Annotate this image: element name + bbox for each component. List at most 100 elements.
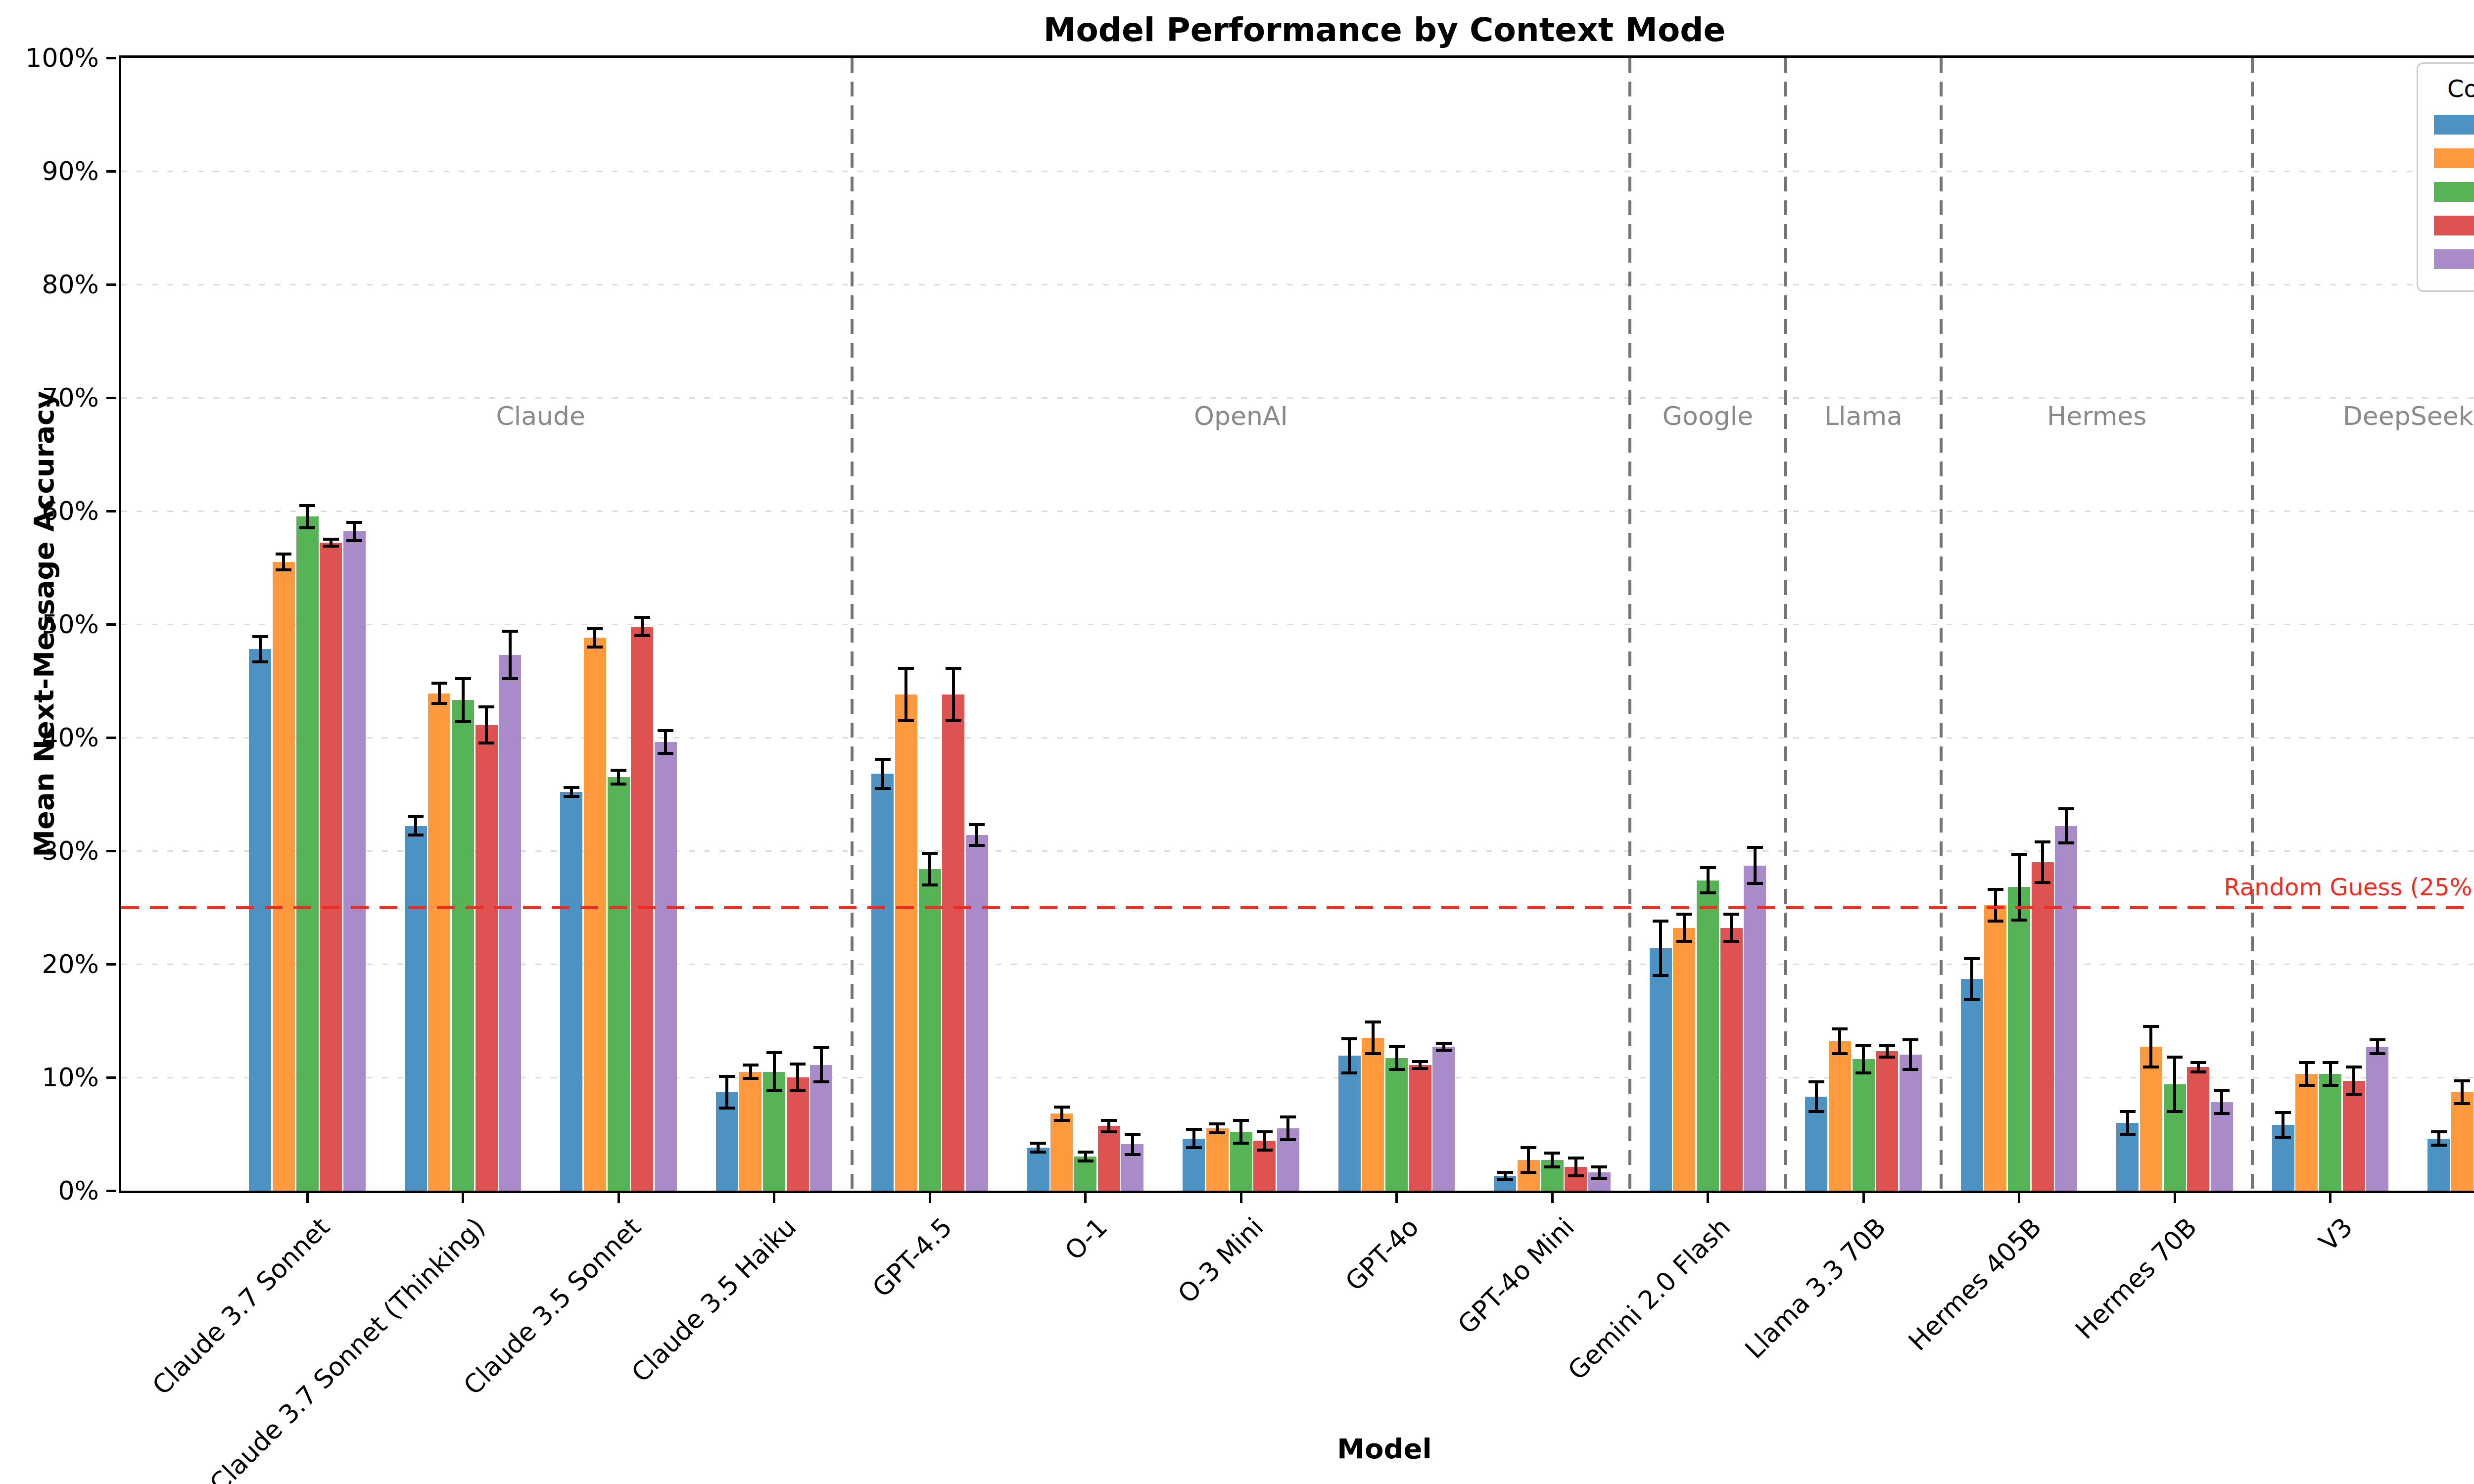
x-axis-tick [2018, 1193, 2020, 1203]
chart-title: Model Performance by Context Mode [119, 11, 2474, 49]
vendor-label: OpenAI [1194, 401, 1288, 431]
error-bar [1707, 868, 1710, 892]
error-bar [414, 817, 417, 835]
x-axis-tick [1395, 1193, 1398, 1203]
gridline [121, 737, 2474, 739]
error-bar [259, 637, 262, 661]
error-bar-cap [299, 526, 315, 529]
bar [1409, 1065, 1431, 1191]
error-bar-cap [1186, 1146, 1202, 1149]
vendor-separator [1940, 58, 1943, 1191]
error-bar-cap [2323, 1084, 2338, 1087]
error-bar [641, 617, 644, 636]
legend-items: No Context50 Raw50 Summary100 Raw100 Sum… [2418, 113, 2474, 271]
error-bar [928, 853, 931, 885]
error-bar-cap [276, 568, 291, 571]
error-bar-cap [1209, 1131, 1225, 1134]
bar [739, 1072, 761, 1191]
error-bar-cap [813, 1080, 829, 1083]
error-bar-cap [1101, 1130, 1117, 1133]
error-bar-cap [658, 752, 673, 755]
bar [919, 869, 941, 1191]
bar [2451, 1092, 2474, 1191]
error-bar-cap [790, 1089, 806, 1092]
x-axis-tick [2329, 1193, 2331, 1203]
bar [249, 649, 271, 1191]
error-bar [2305, 1063, 2308, 1085]
x-axis-tick [929, 1193, 931, 1203]
error-bar-cap [813, 1046, 829, 1049]
bar [966, 835, 988, 1191]
error-bar-cap [252, 635, 268, 638]
error-bar [1060, 1107, 1063, 1120]
error-bar-cap [2454, 1102, 2470, 1105]
x-axis-tick-label: R1 [2469, 1212, 2474, 1257]
error-bar-cap [478, 705, 494, 708]
error-bar [2461, 1081, 2464, 1104]
bar [1697, 881, 1719, 1191]
error-bar [2352, 1067, 2355, 1094]
legend-item: 50 Summary [2434, 181, 2474, 203]
vendor-separator [2251, 58, 2254, 1191]
error-bar [1239, 1120, 1242, 1143]
bar [320, 543, 342, 1191]
vendor-separator [1628, 58, 1631, 1191]
error-bar [617, 770, 620, 784]
error-bar [1286, 1117, 1289, 1140]
error-bar-cap [1436, 1049, 1452, 1052]
gridline [121, 850, 2474, 852]
error-bar-cap [946, 719, 961, 722]
error-bar [593, 629, 596, 647]
legend-item: 100 Summary [2434, 248, 2474, 271]
error-bar-cap [1280, 1115, 1296, 1118]
bar [810, 1065, 832, 1191]
error-bar [1994, 889, 1997, 921]
error-bar-cap [1436, 1042, 1452, 1045]
error-bar [2149, 1026, 2152, 1067]
error-bar-cap [2167, 1110, 2183, 1113]
bar [1829, 1041, 1851, 1191]
error-bar [1372, 1022, 1375, 1054]
error-bar-cap [1412, 1067, 1428, 1070]
error-bar-cap [1591, 1177, 1607, 1180]
bar [1744, 866, 1766, 1191]
error-bar-cap [2190, 1061, 2206, 1064]
bar [608, 777, 630, 1191]
error-bar [1730, 914, 1733, 941]
error-bar-cap [634, 634, 650, 637]
error-bar [2173, 1057, 2176, 1112]
error-bar-cap [1988, 888, 2003, 891]
error-bar-cap [502, 677, 518, 680]
error-bar-cap [2431, 1144, 2447, 1147]
error-bar-cap [898, 667, 914, 670]
error-bar-cap [1653, 920, 1668, 923]
error-bar-cap [1879, 1044, 1895, 1047]
bar [2295, 1074, 2318, 1191]
bar [942, 695, 964, 1191]
error-bar-cap [922, 883, 938, 886]
error-bar-cap [2275, 1111, 2291, 1114]
bar [1027, 1148, 1049, 1191]
error-bar-cap [587, 646, 603, 649]
error-bar-cap [766, 1089, 782, 1092]
error-bar-cap [898, 719, 914, 722]
error-bar [1263, 1132, 1266, 1150]
bar [1673, 928, 1695, 1191]
error-bar-cap [2346, 1066, 2362, 1068]
bar [2319, 1074, 2341, 1191]
bar [1098, 1126, 1120, 1191]
x-axis-tick-label: Gemini 2.0 Flash [1562, 1212, 1736, 1386]
error-bar [904, 668, 907, 720]
error-bar-cap [1723, 940, 1739, 943]
bar [2187, 1067, 2209, 1191]
y-axis-tick-label: 10% [42, 1063, 99, 1092]
error-bar-cap [431, 682, 447, 685]
bar [1900, 1055, 1922, 1191]
error-bar-cap [2035, 881, 2050, 884]
error-bar-cap [1988, 920, 2003, 923]
error-bar [2282, 1113, 2284, 1137]
x-axis-tick-label: O-1 [1059, 1212, 1113, 1266]
error-bar [1754, 847, 1757, 883]
error-bar-cap [1544, 1165, 1560, 1168]
error-bar-cap [408, 834, 424, 836]
